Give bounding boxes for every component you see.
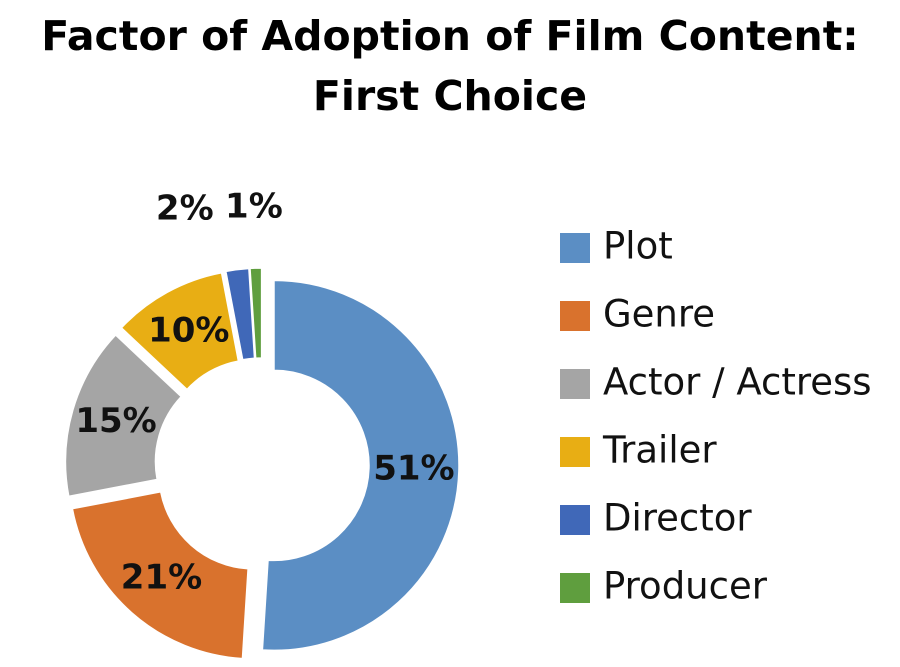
legend-swatch xyxy=(560,301,590,331)
legend-label: Genre xyxy=(603,293,715,336)
donut-slice xyxy=(71,490,249,660)
data-label: 2% xyxy=(156,189,214,229)
legend-label: Plot xyxy=(603,225,673,268)
data-label: 1% xyxy=(225,187,283,227)
legend-label: Director xyxy=(603,497,752,540)
data-label: 51% xyxy=(373,448,454,488)
donut-slice xyxy=(249,267,263,359)
data-label: 15% xyxy=(75,401,156,441)
legend-label: Producer xyxy=(603,565,768,608)
legend-label: Trailer xyxy=(602,429,717,472)
legend-swatch xyxy=(560,233,590,263)
legend-swatch xyxy=(560,369,590,399)
chart-title: Factor of Adoption of Film Content: Firs… xyxy=(41,12,859,120)
legend-swatch xyxy=(560,573,590,603)
data-label: 10% xyxy=(148,310,229,350)
data-label: 21% xyxy=(121,558,202,598)
donut-slice xyxy=(120,271,240,391)
donut-slice xyxy=(261,279,460,652)
donut-slice xyxy=(64,333,183,498)
legend-swatch xyxy=(560,505,590,535)
donut-slice xyxy=(224,267,256,361)
legend-label: Actor / Actress xyxy=(603,361,872,404)
legend-swatch xyxy=(560,437,590,467)
